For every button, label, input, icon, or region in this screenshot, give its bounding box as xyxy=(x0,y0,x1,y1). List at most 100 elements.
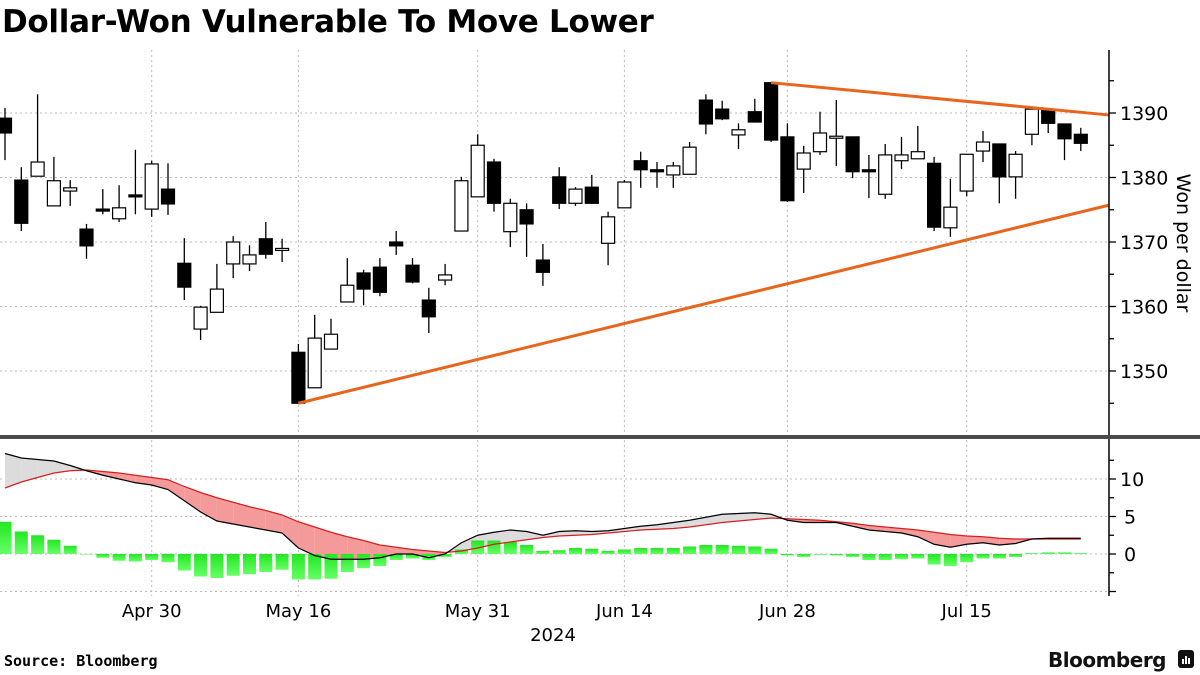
trendline-lower xyxy=(298,203,1109,405)
macd-fill-segment xyxy=(738,512,755,521)
histogram-bar xyxy=(960,554,974,563)
axes xyxy=(0,50,1200,596)
histogram-bar xyxy=(683,546,697,554)
histogram-bar xyxy=(715,545,729,554)
candle-down xyxy=(633,160,648,171)
histogram-bar xyxy=(748,546,762,554)
histogram-bar xyxy=(454,549,468,554)
histogram-bar xyxy=(210,554,224,578)
histogram-bar xyxy=(503,542,517,554)
macd-fill-segment xyxy=(510,530,527,542)
macd-fill-segment xyxy=(102,471,120,479)
candle-down xyxy=(992,143,1007,178)
histogram-bar xyxy=(177,554,191,571)
candle-down xyxy=(160,188,176,205)
candle-up xyxy=(959,153,974,192)
histogram-bar xyxy=(634,548,648,554)
macd-fill-area xyxy=(5,453,1081,560)
candle-up xyxy=(682,146,697,175)
histogram-bar xyxy=(813,554,827,555)
histogram-bar xyxy=(63,545,77,554)
candle-up xyxy=(503,202,518,233)
histogram-bar xyxy=(1009,554,1023,557)
candle-down xyxy=(715,108,730,120)
histogram-bar xyxy=(943,554,957,566)
candle-down xyxy=(177,262,192,288)
candle-down xyxy=(405,264,420,283)
histogram-bar xyxy=(259,554,273,572)
candle-up xyxy=(30,161,45,177)
macd-fill-segment xyxy=(184,486,201,512)
histogram-bar xyxy=(1041,552,1055,554)
macd-fill-segment xyxy=(216,497,234,524)
candle-up xyxy=(878,154,893,195)
histogram-bar xyxy=(1058,552,1071,554)
candle-down xyxy=(552,176,567,204)
histogram-bar xyxy=(357,554,371,569)
histogram-bar xyxy=(406,554,419,559)
macd-fill-segment xyxy=(265,510,283,533)
candle-up xyxy=(910,151,925,160)
histogram-bar xyxy=(128,554,142,562)
candle-down xyxy=(1041,109,1056,124)
histogram-bar xyxy=(780,554,794,556)
candle-up xyxy=(666,165,681,176)
source-note: Source: Bloomberg xyxy=(4,652,158,670)
histogram-bar xyxy=(14,531,28,554)
candle-down xyxy=(486,161,502,204)
candle-up xyxy=(275,247,290,252)
candle-down xyxy=(1073,133,1088,144)
macd-fill-segment xyxy=(21,458,38,482)
candle-up xyxy=(617,181,632,209)
candles xyxy=(0,82,1088,404)
histogram-bar xyxy=(80,554,93,555)
candle-down xyxy=(291,351,306,404)
histogram-bar xyxy=(797,554,811,557)
histogram-bar xyxy=(324,554,338,579)
histogram-bar xyxy=(927,554,941,565)
candle-down xyxy=(845,136,860,173)
candle-up xyxy=(226,241,241,265)
candle-down xyxy=(649,169,665,173)
macd-fill-segment xyxy=(37,459,54,478)
histogram-bar xyxy=(1074,553,1088,554)
candle-up xyxy=(943,206,958,229)
macd-fill-segment xyxy=(53,461,71,473)
histogram-bar xyxy=(31,535,45,554)
candle-down xyxy=(861,169,877,173)
macd-fill-segment xyxy=(151,477,168,490)
candle-up xyxy=(600,216,616,244)
macd-fill-segment xyxy=(5,453,22,488)
macd-fill-segment xyxy=(119,473,136,483)
macd-y-tick-label: 0 xyxy=(1124,544,1136,566)
histogram-bar xyxy=(846,554,860,557)
pane-separator xyxy=(0,435,1200,439)
candle-up xyxy=(340,284,355,303)
macd-fill-segment xyxy=(331,532,348,560)
candle-up xyxy=(454,180,469,232)
histogram-bar xyxy=(617,549,631,554)
histogram-bar xyxy=(438,554,452,557)
x-tick-label: Jun 14 xyxy=(595,601,653,622)
candle-up xyxy=(323,333,339,350)
candle-up xyxy=(438,274,453,281)
x-tick-label: Apr 30 xyxy=(122,601,182,622)
candle-up xyxy=(829,135,844,139)
trendline-upper xyxy=(770,81,1109,117)
x-tick-label: May 16 xyxy=(265,601,331,622)
macd-y-tick-label: 10 xyxy=(1120,469,1144,491)
histogram-bar xyxy=(471,540,485,554)
macd-line xyxy=(4,452,1081,560)
candle-down xyxy=(389,241,404,247)
y-tick-label: 1390 xyxy=(1120,103,1168,125)
candle-down xyxy=(95,208,110,212)
histogram-bar xyxy=(47,539,61,554)
histogram-bar xyxy=(992,554,1006,559)
y-tick-label: 1370 xyxy=(1120,232,1168,254)
candle-down xyxy=(698,99,714,125)
candlestick-chart: 1350 1360 1370 1380 1390 0 5 10 Apr 30 May 16 May … xyxy=(0,50,1200,645)
histogram-bar xyxy=(96,554,110,558)
candle-up xyxy=(1024,108,1040,135)
histogram-bar xyxy=(340,554,354,572)
y-tick-label: 1360 xyxy=(1120,297,1168,319)
